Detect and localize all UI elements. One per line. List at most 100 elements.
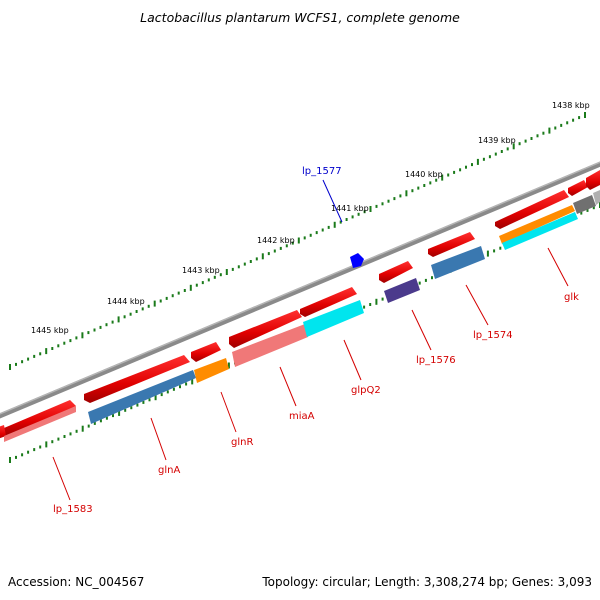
map-title: Lactobacillus plantarum WCFS1, complete … <box>140 10 460 25</box>
inner-ruler-major-tick <box>81 425 84 432</box>
outer-ruler-minor-tick <box>15 362 17 366</box>
outer-ruler-major-tick <box>476 158 479 165</box>
outer-ruler-minor-tick <box>93 328 96 332</box>
ruler-dots <box>9 112 586 370</box>
gene-label-lp_1574[interactable]: lp_1574 <box>473 330 513 341</box>
outer-ruler-minor-tick <box>315 231 318 235</box>
outer-ruler-minor-tick <box>75 336 78 340</box>
bar-glnR-orange[interactable] <box>194 358 229 383</box>
inner-ruler-minor-tick <box>75 429 78 433</box>
outer-ruler-minor-tick <box>51 347 54 350</box>
outer-ruler-minor-tick <box>363 210 366 214</box>
tick-label-1442: 1442 kbp <box>257 236 295 245</box>
outer-ruler-minor-tick <box>39 352 42 356</box>
outer-ruler-minor-tick <box>524 139 527 143</box>
lp_1577-marker[interactable] <box>350 253 364 268</box>
inner-ruler-minor-tick <box>124 408 127 412</box>
outer-ruler-minor-tick <box>123 315 126 319</box>
cds-glnA[interactable] <box>84 355 190 403</box>
outer-ruler-minor-tick <box>177 291 180 295</box>
gene-label-glpQ2[interactable]: glpQ2 <box>351 385 381 396</box>
outer-ruler-minor-tick <box>291 241 294 245</box>
cds-lp_1574[interactable] <box>428 232 475 257</box>
bar-glk-cyan[interactable] <box>502 212 578 250</box>
ruler-labels: 1438 kbp 1439 kbp 1440 kbp 1441 kbp 1442… <box>31 101 590 335</box>
outer-ruler-minor-tick <box>500 150 503 153</box>
outer-ruler-minor-tick <box>249 260 252 263</box>
outer-ruler-minor-tick <box>345 218 348 221</box>
gene-label-lp_1583[interactable]: lp_1583 <box>53 504 93 515</box>
bar-glpQ2-cyan[interactable] <box>303 300 364 337</box>
outer-ruler-minor-tick <box>171 294 174 298</box>
inner-ruler-minor-tick <box>166 390 169 394</box>
inner-ruler-minor-tick <box>185 382 188 386</box>
outer-ruler-minor-tick <box>321 228 324 232</box>
outer-ruler-minor-tick <box>357 212 360 216</box>
inner-ruler-minor-tick <box>99 419 102 423</box>
gene-label-glk[interactable]: glk <box>564 292 579 303</box>
gene-label-glnA[interactable]: glnA <box>158 465 180 476</box>
topology-text: Topology: circular; Length: 3,308,274 bp… <box>261 575 592 589</box>
inner-ruler-minor-tick <box>148 398 151 402</box>
gene-label-glnR[interactable]: glnR <box>231 437 253 448</box>
inner-ruler-minor-tick <box>21 453 24 457</box>
inner-ruler-minor-tick <box>136 403 139 407</box>
inner-ruler-minor-tick <box>33 448 36 452</box>
bar-glk-orange[interactable] <box>499 205 575 244</box>
gene-label-lp_1576[interactable]: lp_1576 <box>416 355 456 366</box>
cds-lp_1576[interactable] <box>379 261 413 283</box>
gene-label-miaA[interactable]: miaA <box>289 411 315 422</box>
outer-ruler-minor-tick <box>488 155 491 159</box>
cds-left-edge[interactable] <box>0 425 6 440</box>
outer-ruler-major-tick <box>548 127 551 134</box>
gene-label-lp_1577[interactable]: lp_1577 <box>302 166 342 177</box>
outer-ruler-minor-tick <box>572 118 575 122</box>
bar-right-gray[interactable] <box>573 195 596 214</box>
outer-ruler-minor-tick <box>393 197 396 201</box>
outer-ruler-minor-tick <box>375 204 378 208</box>
inner-ruler-major-tick <box>9 457 11 463</box>
outer-ruler-minor-tick <box>482 157 485 161</box>
inner-ruler-major-tick <box>154 394 157 401</box>
outer-ruler-minor-tick <box>27 357 30 361</box>
cds-track <box>0 170 600 440</box>
bar-lp_1576-purple[interactable] <box>384 278 420 303</box>
accession-text: Accession: NC_004567 <box>8 575 144 589</box>
cds-glnR[interactable] <box>191 342 221 362</box>
cds-glk[interactable] <box>495 190 569 229</box>
outer-ruler-major-tick <box>297 237 300 244</box>
tick-label-1445: 1445 kbp <box>31 326 69 335</box>
bar-glnA-blue[interactable] <box>88 370 196 424</box>
bar-lp_1583-pink[interactable] <box>4 406 76 442</box>
cds-right-2[interactable] <box>586 170 600 190</box>
bar-right-lightgray[interactable] <box>593 190 600 205</box>
outer-ruler-minor-tick <box>111 320 114 324</box>
cds-glpQ2[interactable] <box>300 287 357 317</box>
outer-ruler-minor-tick <box>339 220 342 224</box>
tick-label-1444: 1444 kbp <box>107 297 145 306</box>
cds-right-1[interactable] <box>568 180 588 196</box>
bar-miaA-pink[interactable] <box>232 324 308 367</box>
outer-ruler-major-tick <box>153 300 156 307</box>
inner-ruler-minor-tick <box>369 303 372 306</box>
outer-ruler-major-tick <box>117 316 120 323</box>
outer-ruler-minor-tick <box>201 281 204 285</box>
outer-ruler-minor-tick <box>141 307 144 311</box>
outer-ruler-minor-tick <box>99 325 102 329</box>
annotation-track <box>4 190 600 442</box>
outer-ruler-minor-tick <box>213 275 216 279</box>
cds-miaA[interactable] <box>229 310 302 348</box>
outer-ruler-minor-tick <box>429 181 432 185</box>
outer-ruler-minor-tick <box>578 116 581 120</box>
outer-ruler-minor-tick <box>530 137 533 140</box>
outer-ruler-minor-tick <box>536 134 539 138</box>
outer-ruler-minor-tick <box>494 152 497 156</box>
outer-ruler-minor-tick <box>387 199 390 203</box>
inner-ruler-minor-tick <box>431 276 433 280</box>
bar-lp_1574-blue[interactable] <box>431 246 485 279</box>
outer-ruler-minor-tick <box>453 170 456 174</box>
cds-lp_1583[interactable] <box>4 400 76 436</box>
inner-ruler-minor-tick <box>39 445 42 449</box>
inner-ruler-minor-tick <box>580 211 583 215</box>
